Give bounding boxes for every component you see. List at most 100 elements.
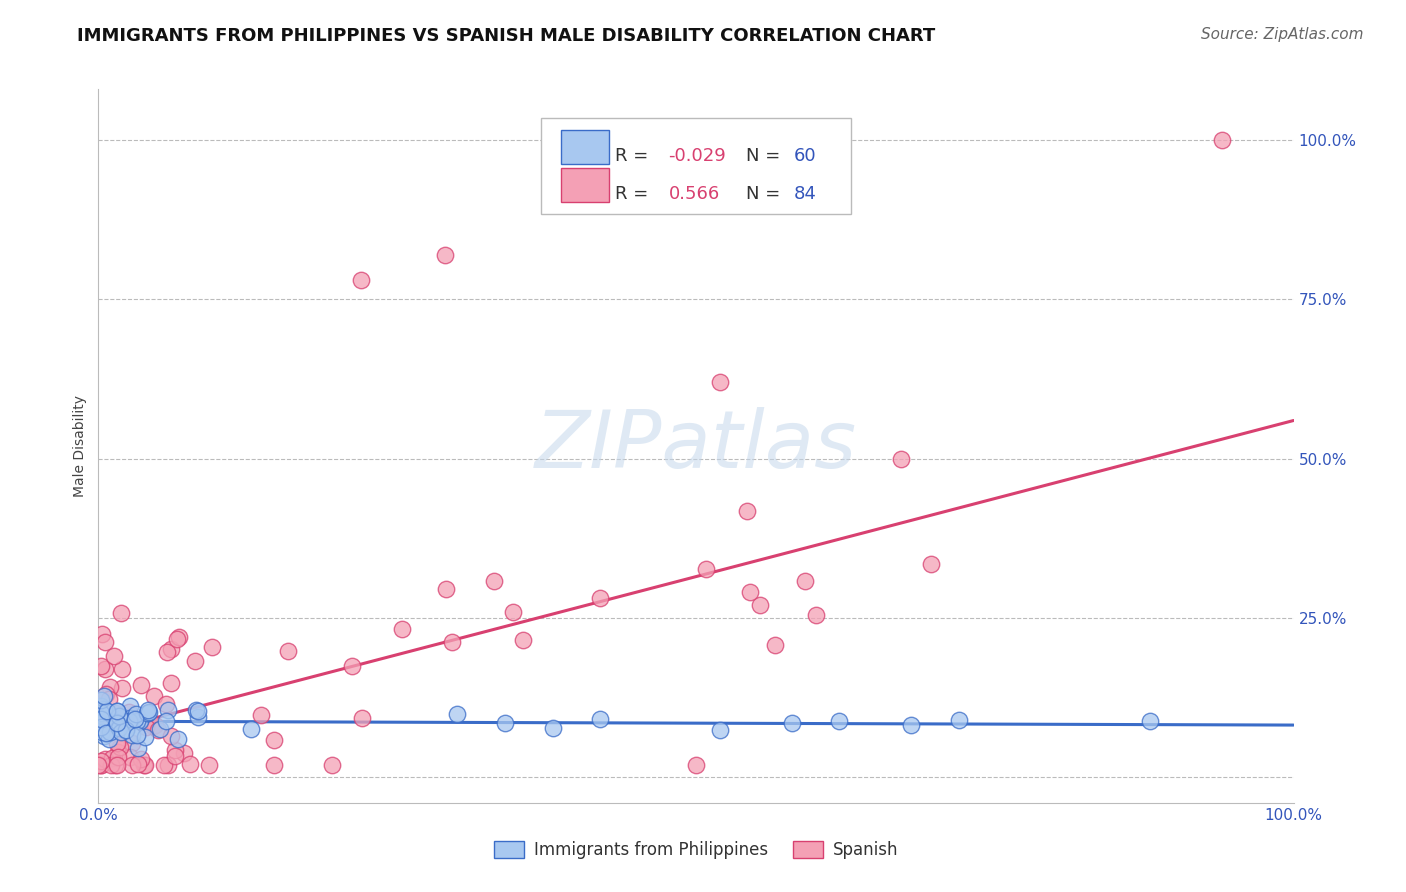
Point (107, 745, 129, 759)
Point (114, 723, 136, 737)
Point (709, 723, 731, 737)
Point (436, 582, 458, 596)
Point (155, 714, 177, 728)
Point (157, 703, 180, 717)
Text: 84: 84 (794, 186, 817, 203)
Point (160, 730, 183, 744)
Point (321, 757, 343, 772)
Point (90, 699, 112, 714)
Legend: Immigrants from Philippines, Spanish: Immigrants from Philippines, Spanish (486, 834, 905, 866)
FancyBboxPatch shape (541, 118, 852, 214)
Point (120, 714, 142, 728)
Point (502, 605, 524, 619)
Point (138, 705, 160, 719)
Point (90, 693, 112, 707)
Point (93, 690, 115, 704)
Point (118, 749, 141, 764)
Point (110, 607, 132, 621)
Point (90, 706, 112, 720)
FancyBboxPatch shape (561, 168, 609, 202)
Point (740, 584, 762, 599)
Point (149, 722, 172, 736)
Point (98, 725, 121, 739)
Point (155, 697, 177, 711)
Point (277, 644, 299, 658)
Point (184, 703, 207, 717)
Point (920, 557, 942, 571)
Point (105, 715, 128, 730)
Point (240, 722, 263, 736)
Point (804, 607, 827, 622)
Point (110, 724, 132, 739)
Point (118, 714, 141, 728)
Point (160, 676, 183, 690)
Point (342, 659, 364, 673)
Point (104, 714, 127, 729)
Point (111, 681, 134, 696)
Text: IMMIGRANTS FROM PHILIPPINES VS SPANISH MALE DISABILITY CORRELATION CHART: IMMIGRANTS FROM PHILIPPINES VS SPANISH M… (77, 27, 935, 45)
Text: R =: R = (614, 186, 654, 203)
Point (93, 729, 115, 743)
Point (142, 719, 165, 733)
Point (120, 711, 142, 725)
Point (263, 733, 285, 747)
Point (173, 746, 195, 760)
Point (121, 757, 143, 772)
Point (183, 654, 205, 668)
Point (94, 662, 117, 676)
Point (103, 648, 125, 663)
Point (143, 689, 166, 703)
Point (136, 706, 159, 720)
Point (156, 757, 179, 772)
Point (121, 728, 143, 742)
Point (1211, 133, 1233, 147)
Point (709, 376, 731, 390)
Point (167, 631, 190, 645)
Point (129, 677, 152, 691)
Point (134, 757, 156, 772)
Point (94, 752, 117, 766)
Point (127, 757, 149, 772)
Point (98, 731, 121, 746)
Point (132, 757, 155, 772)
Point (165, 748, 187, 763)
Point (90, 757, 112, 772)
Point (127, 740, 149, 755)
Point (96, 687, 118, 701)
Point (749, 599, 772, 613)
Point (108, 709, 131, 723)
Point (120, 698, 142, 713)
Point (187, 704, 209, 718)
Text: 0.566: 0.566 (668, 186, 720, 203)
Point (166, 731, 188, 746)
Point (112, 710, 135, 724)
Text: -0.029: -0.029 (668, 146, 727, 164)
Point (737, 504, 759, 518)
Point (446, 706, 468, 721)
Point (201, 640, 224, 654)
Point (494, 716, 516, 731)
Point (794, 574, 817, 588)
Point (434, 248, 457, 262)
Point (121, 736, 143, 750)
Point (93, 702, 115, 716)
Point (187, 710, 209, 724)
Point (128, 714, 150, 728)
Point (512, 632, 534, 647)
Point (114, 723, 136, 737)
Point (695, 562, 717, 576)
Point (104, 706, 127, 720)
Point (98, 691, 121, 706)
Point (828, 714, 851, 729)
Point (249, 708, 271, 723)
FancyBboxPatch shape (561, 130, 609, 164)
Point (98, 680, 121, 694)
Point (153, 757, 176, 772)
Text: 60: 60 (794, 146, 817, 164)
Text: N =: N = (747, 186, 786, 203)
Point (125, 706, 148, 721)
Point (90, 711, 112, 725)
Text: R =: R = (614, 146, 654, 164)
Point (440, 635, 463, 649)
Point (96, 705, 118, 719)
